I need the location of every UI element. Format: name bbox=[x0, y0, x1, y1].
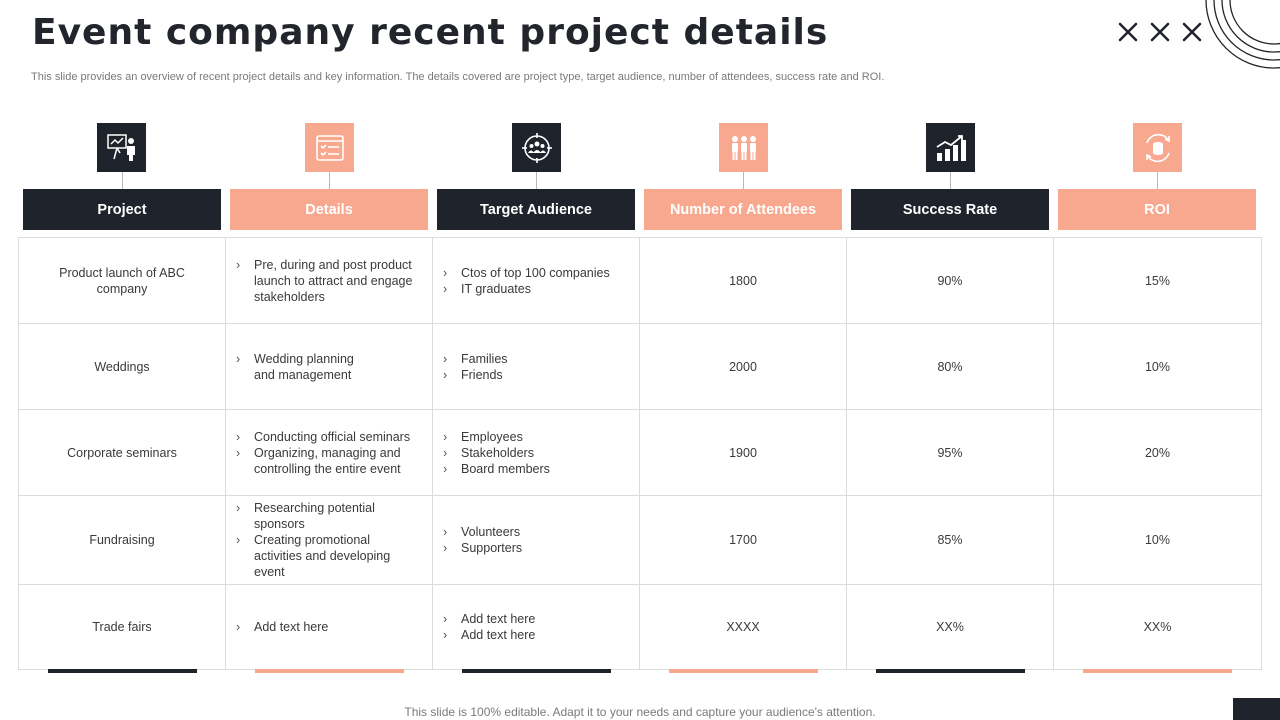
list-item: Volunteers bbox=[441, 524, 631, 540]
presentation-icon bbox=[97, 123, 146, 172]
bottom-accent-bar bbox=[462, 669, 611, 673]
decorative-rings-icon bbox=[1205, 0, 1280, 69]
roi-cell: 10% bbox=[1053, 323, 1262, 410]
checklist-icon bbox=[305, 123, 354, 172]
list-item: Organizing, managing and controlling the… bbox=[234, 445, 424, 477]
list-item: Creating promotional activities and deve… bbox=[234, 532, 392, 580]
list-item: Add text here bbox=[234, 619, 424, 635]
list-item: Pre, during and post product launch to a… bbox=[234, 257, 424, 305]
details-cell: Pre, during and post product launch to a… bbox=[225, 237, 433, 324]
roi-cell: XX% bbox=[1053, 584, 1262, 670]
audience-cell: Ctos of top 100 companies IT graduates bbox=[432, 237, 640, 324]
bottom-accent-bar bbox=[669, 669, 818, 673]
header-success-rate: Success Rate bbox=[851, 189, 1049, 230]
list-item: Families bbox=[441, 351, 631, 367]
table-row: Product launch of ABC company Pre, durin… bbox=[18, 237, 1262, 324]
list-item: Add text here bbox=[441, 611, 631, 627]
details-cell: Add text here bbox=[225, 584, 433, 670]
growth-chart-icon bbox=[926, 123, 975, 172]
footer-note: This slide is 100% editable. Adapt it to… bbox=[404, 705, 876, 719]
list-item: Researching potential sponsors bbox=[234, 500, 392, 532]
header-details: Details bbox=[230, 189, 428, 230]
list-item: Employees bbox=[441, 429, 631, 445]
header-roi: ROI bbox=[1058, 189, 1256, 230]
project-cell: Trade fairs bbox=[18, 584, 226, 670]
project-cell: Fundraising bbox=[18, 495, 226, 585]
audience-cell: Families Friends bbox=[432, 323, 640, 410]
page-subtitle: This slide provides an overview of recen… bbox=[31, 71, 885, 83]
list-item: Conducting official seminars bbox=[234, 429, 424, 445]
header-target-audience: Target Audience bbox=[437, 189, 635, 230]
success-rate-cell: 80% bbox=[846, 323, 1054, 410]
details-cell: Researching potential sponsors Creating … bbox=[225, 495, 433, 585]
bottom-accent-bar bbox=[255, 669, 404, 673]
corner-decoration bbox=[1233, 698, 1280, 720]
attendees-cell: XXXX bbox=[639, 584, 847, 670]
bottom-accent-bar bbox=[1083, 669, 1232, 673]
success-rate-cell: 85% bbox=[846, 495, 1054, 585]
audience-cell: Volunteers Supporters bbox=[432, 495, 640, 585]
list-item: Board members bbox=[441, 461, 631, 477]
bottom-accent-bar bbox=[48, 669, 197, 673]
audience-cell: Add text here Add text here bbox=[432, 584, 640, 670]
attendees-cell: 2000 bbox=[639, 323, 847, 410]
table-row: Trade fairs Add text here Add text here … bbox=[18, 584, 1262, 670]
list-item: IT graduates bbox=[441, 281, 631, 297]
bottom-accent-bar bbox=[876, 669, 1025, 673]
target-audience-icon bbox=[512, 123, 561, 172]
roi-cell: 10% bbox=[1053, 495, 1262, 585]
table-row: Weddings Wedding planning and management… bbox=[18, 323, 1262, 410]
details-cell: Conducting official seminars Organizing,… bbox=[225, 409, 433, 496]
list-item: Wedding planning and management bbox=[234, 351, 372, 383]
audience-cell: Employees Stakeholders Board members bbox=[432, 409, 640, 496]
list-item: Ctos of top 100 companies bbox=[441, 265, 631, 281]
project-table: Product launch of ABC company Pre, durin… bbox=[18, 237, 1262, 670]
project-cell: Corporate seminars bbox=[18, 409, 226, 496]
project-cell: Product launch of ABC company bbox=[18, 237, 226, 324]
list-item: Stakeholders bbox=[441, 445, 631, 461]
success-rate-cell: 95% bbox=[846, 409, 1054, 496]
roi-cell: 15% bbox=[1053, 237, 1262, 324]
attendees-cell: 1900 bbox=[639, 409, 847, 496]
page-title: Event company recent project details bbox=[32, 12, 829, 53]
list-item: Supporters bbox=[441, 540, 631, 556]
success-rate-cell: XX% bbox=[846, 584, 1054, 670]
header-attendees: Number of Attendees bbox=[644, 189, 842, 230]
table-row: Corporate seminars Conducting official s… bbox=[18, 409, 1262, 496]
header-project: Project bbox=[23, 189, 221, 230]
list-item: Friends bbox=[441, 367, 631, 383]
list-item: Add text here bbox=[441, 627, 631, 643]
coin-cycle-icon bbox=[1133, 123, 1182, 172]
success-rate-cell: 90% bbox=[846, 237, 1054, 324]
project-cell: Weddings bbox=[18, 323, 226, 410]
roi-cell: 20% bbox=[1053, 409, 1262, 496]
attendees-cell: 1800 bbox=[639, 237, 847, 324]
attendees-cell: 1700 bbox=[639, 495, 847, 585]
table-row: Fundraising Researching potential sponso… bbox=[18, 495, 1262, 585]
people-icon bbox=[719, 123, 768, 172]
details-cell: Wedding planning and management bbox=[225, 323, 433, 410]
close-marks-icon bbox=[1118, 22, 1202, 42]
